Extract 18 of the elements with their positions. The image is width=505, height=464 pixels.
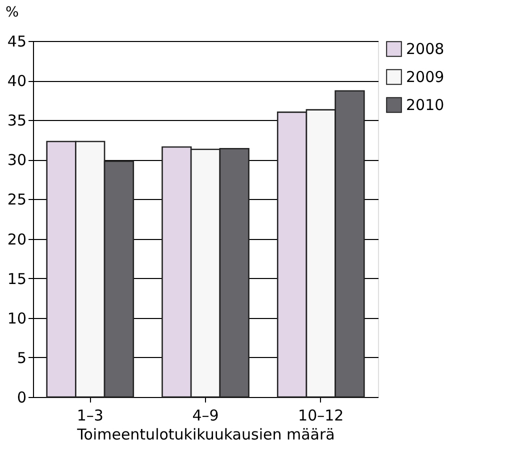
y-tick-label: 5 <box>16 348 26 367</box>
x-axis-title: Toimeentulotukikuukausien määrä <box>76 426 335 444</box>
y-tick-label: 35 <box>7 112 26 130</box>
y-tick-label: 15 <box>7 270 26 288</box>
y-tick-label: 45 <box>7 32 26 50</box>
legend-label: 2008 <box>406 40 444 58</box>
x-tick-label: 10–12 <box>298 406 344 424</box>
x-tick-label: 4–9 <box>192 406 219 424</box>
y-tick-label: 10 <box>7 309 26 328</box>
y-tick-label: 20 <box>7 230 26 248</box>
y-tick-label: 25 <box>7 190 26 209</box>
x-tick-label: 1–3 <box>76 406 104 424</box>
y-tick-label: 0 <box>16 388 26 406</box>
y-tick-label: 40 <box>7 72 26 90</box>
y-axis-title: % <box>6 4 19 20</box>
y-tick-label: 30 <box>7 151 26 170</box>
legend-label: 2010 <box>406 96 444 114</box>
legend-label: 2009 <box>406 68 444 86</box>
